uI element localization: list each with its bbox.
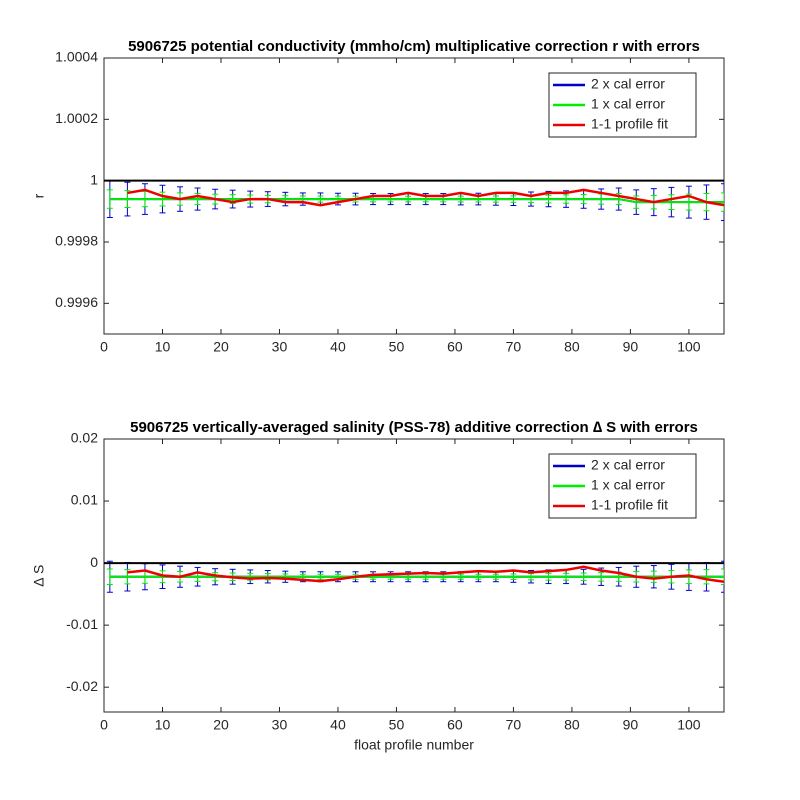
- legend-label: 2 x cal error: [591, 457, 665, 473]
- x-tick-label: 40: [330, 339, 346, 355]
- series-line: [127, 565, 724, 583]
- x-tick-label: 80: [564, 717, 580, 733]
- x-tick-label: 50: [389, 717, 405, 733]
- plot-marks: [104, 560, 724, 593]
- error-bar: [106, 189, 113, 209]
- x-tick-label: 10: [155, 717, 171, 733]
- y-tick-label: -0.02: [66, 678, 98, 694]
- x-tick-label: 50: [389, 339, 405, 355]
- x-tick-label: 100: [677, 717, 701, 733]
- error-bar: [721, 568, 724, 585]
- y-tick-label: -0.01: [66, 616, 98, 632]
- x-tick-label: 0: [100, 717, 108, 733]
- x-tick-label: 30: [272, 717, 288, 733]
- error-bar: [721, 183, 724, 222]
- subplot: 5906725 potential conductivity (mmho/cm)…: [31, 38, 725, 355]
- chart-title: 5906725 potential conductivity (mmho/cm)…: [128, 38, 700, 55]
- error-bar: [721, 560, 724, 593]
- legend: 2 x cal error 1 x cal error 1-1 profile fi…: [548, 72, 697, 138]
- error-bar: [106, 568, 113, 585]
- y-tick-label: 0.02: [71, 430, 98, 446]
- x-tick-label: 20: [213, 339, 229, 355]
- x-axis-label: float profile number: [354, 737, 474, 753]
- series-line: [127, 188, 724, 207]
- x-tick-label: 100: [677, 339, 701, 355]
- x-tick-label: 30: [272, 339, 288, 355]
- y-tick-label: 0.9996: [55, 294, 98, 310]
- legend: 2 x cal error 1 x cal error 1-1 profile fi…: [548, 453, 697, 519]
- legend-label: 1 x cal error: [591, 477, 665, 493]
- legend-label: 1-1 profile fit: [591, 116, 668, 132]
- x-tick-label: 10: [155, 339, 171, 355]
- subplot: 5906725 vertically-averaged salinity (PS…: [31, 419, 725, 753]
- error-bar: [721, 192, 724, 212]
- x-tick-label: 80: [564, 339, 580, 355]
- y-tick-label: 0.9998: [55, 233, 98, 249]
- x-tick-label: 70: [506, 717, 522, 733]
- x-tick-label: 0: [100, 339, 108, 355]
- chart-title: 5906725 vertically-averaged salinity (PS…: [130, 419, 698, 436]
- legend-label: 2 x cal error: [591, 76, 665, 92]
- y-tick-label: 1.0004: [55, 49, 98, 65]
- x-tick-label: 90: [623, 339, 639, 355]
- y-tick-label: 0: [90, 554, 98, 570]
- y-tick-label: 1.0002: [55, 110, 98, 126]
- x-tick-label: 60: [447, 339, 463, 355]
- x-tick-label: 60: [447, 717, 463, 733]
- y-axis-label: r: [31, 193, 47, 198]
- x-tick-label: 20: [213, 717, 229, 733]
- plot-marks: [104, 179, 724, 222]
- y-axis-label: ∆ S: [31, 565, 47, 587]
- y-tick-label: 0.01: [71, 492, 98, 508]
- y-tick-label: 1: [90, 171, 98, 187]
- x-tick-label: 70: [506, 339, 522, 355]
- legend-label: 1-1 profile fit: [591, 497, 668, 513]
- x-tick-label: 40: [330, 717, 346, 733]
- x-tick-label: 90: [623, 717, 639, 733]
- legend-label: 1 x cal error: [591, 96, 665, 112]
